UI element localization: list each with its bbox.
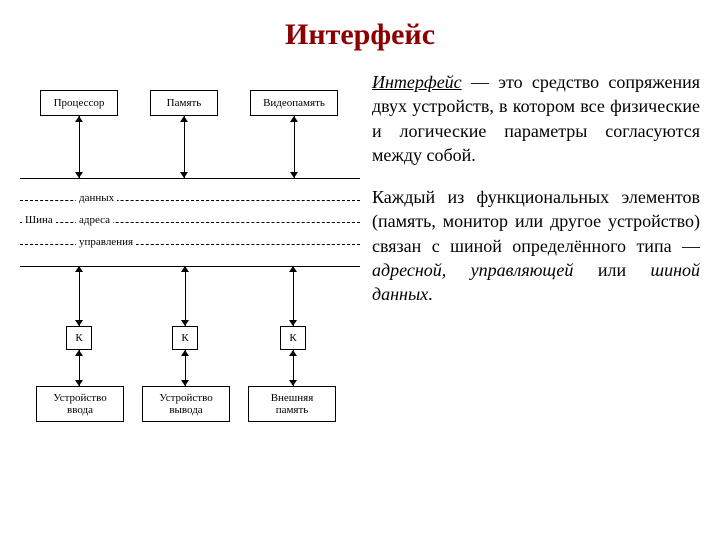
definition-paragraph: Интерфейс — это средство сопряжения двух… (372, 70, 700, 167)
bus-boundary-bottom (20, 266, 360, 267)
bus-line-2 (20, 244, 360, 245)
arrow-down-icon (75, 320, 83, 326)
bus-side-label: Шина (22, 214, 56, 226)
arrow-down-icon (181, 380, 189, 386)
bus-types-italic: адресной, управляющей (372, 260, 573, 280)
mid-connector-2 (293, 266, 294, 326)
arrow-up-icon (181, 350, 189, 356)
explanation-paragraph: Каждый из функциональных элементов (памя… (372, 185, 700, 306)
controller-box-0: К (66, 326, 92, 350)
device-box-2: Внешняя память (248, 386, 336, 422)
controller-box-2: К (280, 326, 306, 350)
top-connector-0 (79, 116, 80, 178)
arrow-up-icon (75, 266, 83, 272)
arrow-up-icon (180, 116, 188, 122)
bus-line-0 (20, 200, 360, 201)
bus-label-0: данных (76, 192, 117, 204)
arrow-down-icon (180, 172, 188, 178)
page-title: Интерфейс (0, 18, 720, 52)
arrow-up-icon (289, 350, 297, 356)
bus-boundary-top (20, 178, 360, 179)
explanation-mid: или (573, 260, 650, 280)
bus-diagram: Процессор Память Видеопамять данных адреса уп… (20, 70, 360, 490)
explanation-suffix: . (428, 284, 433, 304)
arrow-down-icon (289, 380, 297, 386)
arrow-up-icon (181, 266, 189, 272)
arrow-up-icon (290, 116, 298, 122)
arrow-down-icon (75, 172, 83, 178)
arrow-down-icon (290, 172, 298, 178)
arrow-down-icon (75, 380, 83, 386)
arrow-up-icon (75, 116, 83, 122)
text-column: Интерфейс — это средство сопряжения двух… (360, 70, 700, 490)
bus-label-2: управления (76, 236, 136, 248)
content-row: Процессор Память Видеопамять данных адреса уп… (0, 70, 720, 490)
device-box-1: Устройство вывода (142, 386, 230, 422)
top-box-1: Память (150, 90, 218, 116)
top-connector-2 (294, 116, 295, 178)
top-connector-1 (184, 116, 185, 178)
bus-label-1: адреса (76, 214, 113, 226)
controller-box-1: К (172, 326, 198, 350)
arrow-down-icon (181, 320, 189, 326)
bus-line-1 (20, 222, 360, 223)
device-box-0: Устройство ввода (36, 386, 124, 422)
term-interface: Интерфейс (372, 72, 462, 92)
arrow-down-icon (289, 320, 297, 326)
top-box-0: Процессор (40, 90, 118, 116)
explanation-prefix: Каждый из функциональных элементов (памя… (372, 187, 700, 256)
mid-connector-0 (79, 266, 80, 326)
mid-connector-1 (185, 266, 186, 326)
top-box-2: Видеопамять (250, 90, 338, 116)
arrow-up-icon (289, 266, 297, 272)
arrow-up-icon (75, 350, 83, 356)
